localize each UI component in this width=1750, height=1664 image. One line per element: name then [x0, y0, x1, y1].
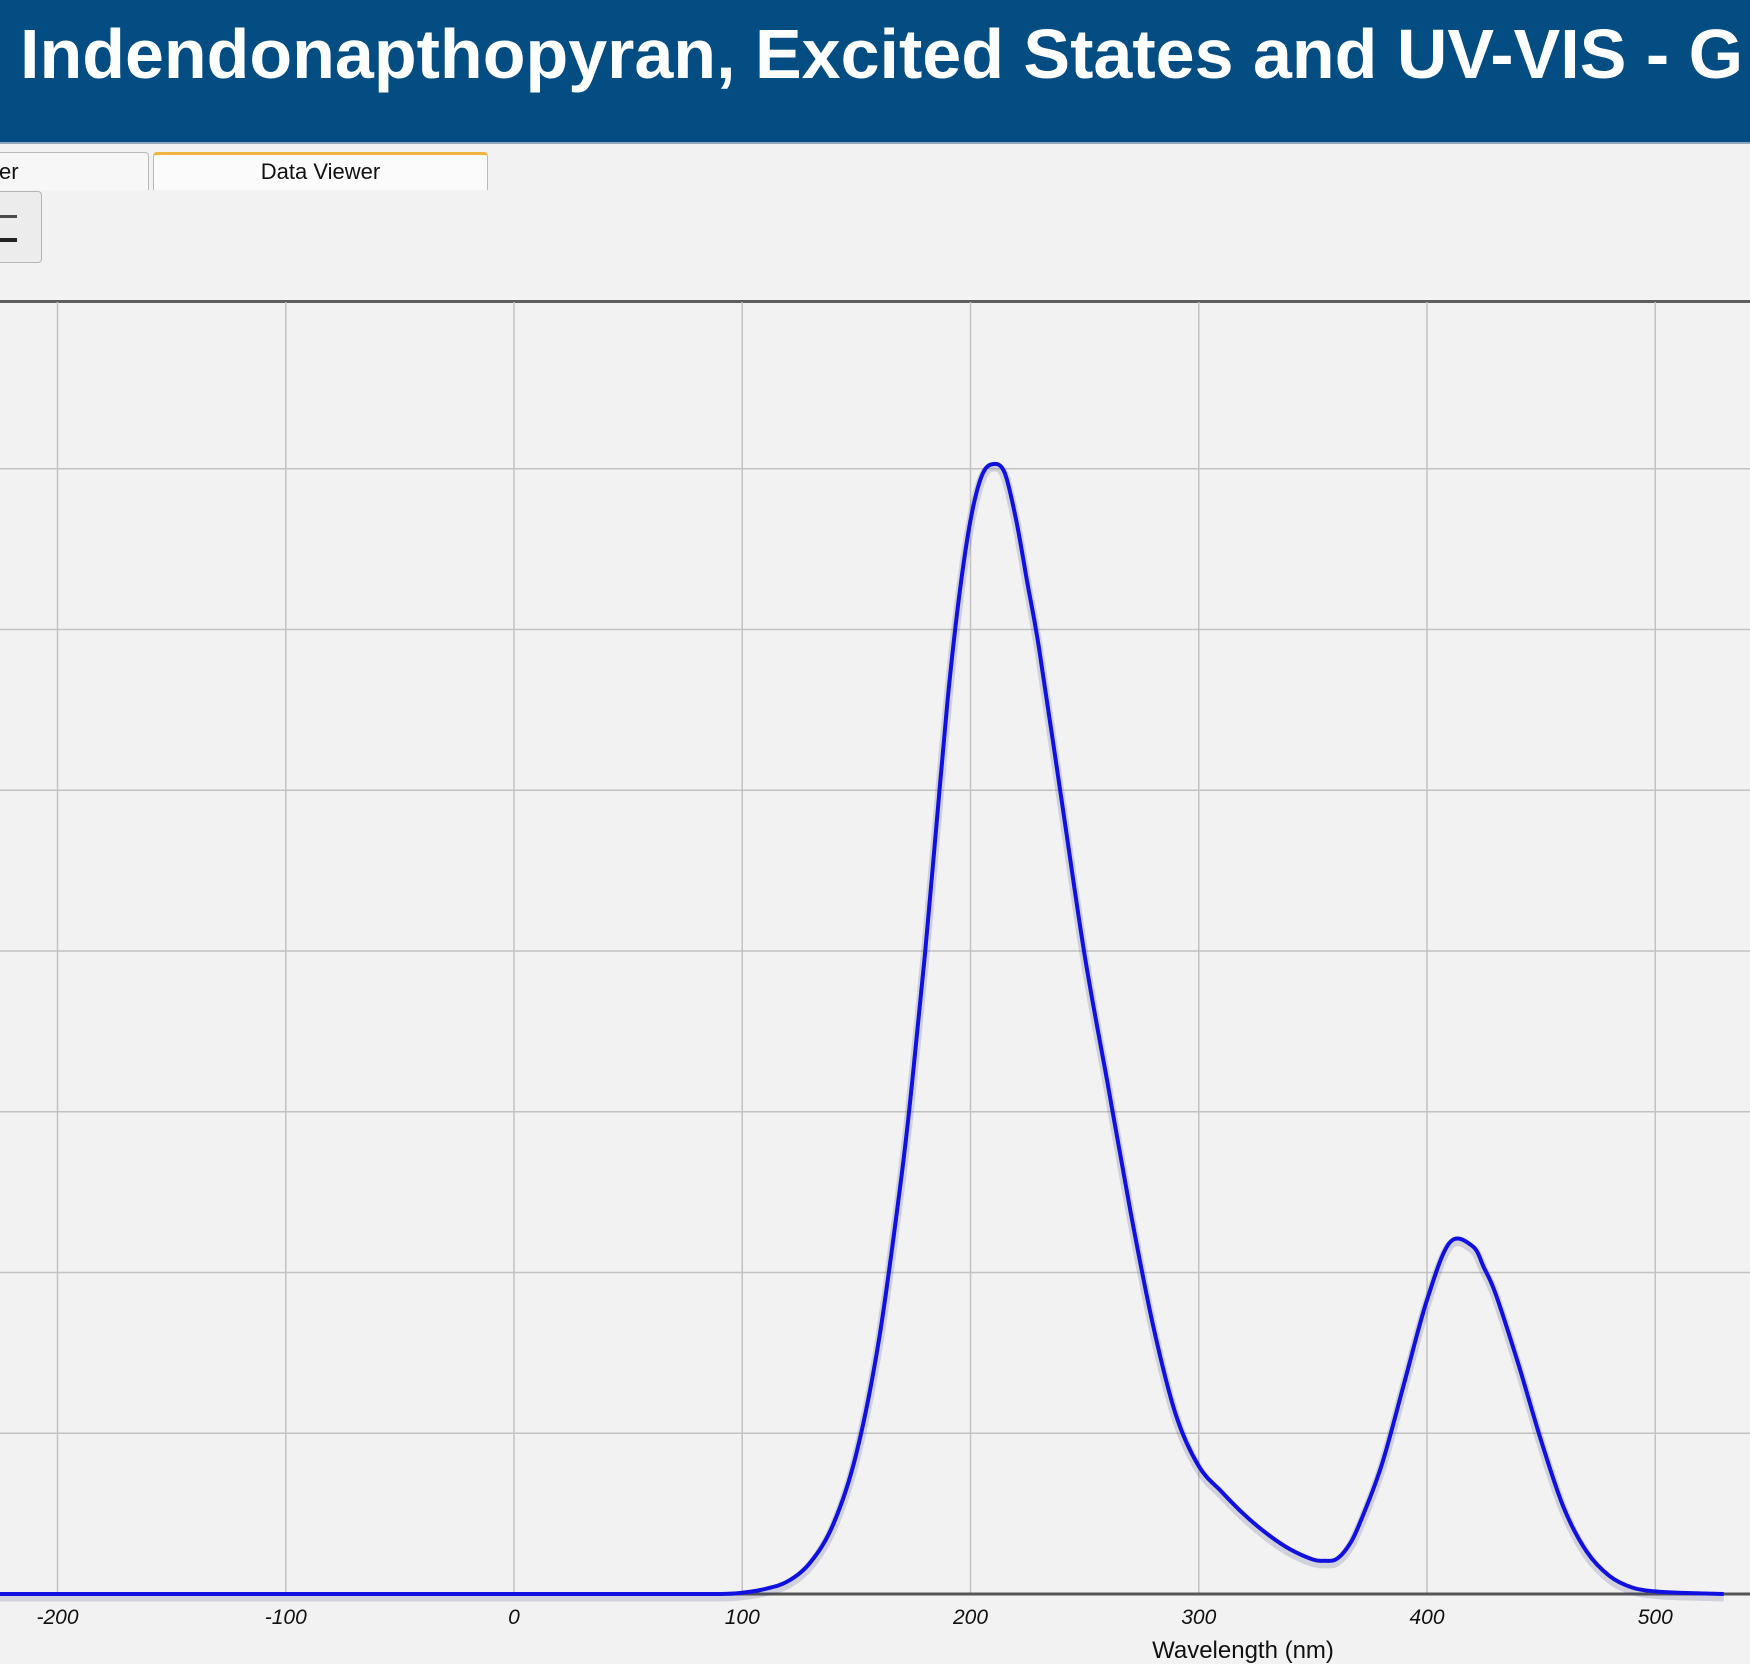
tab-label: Data Viewer: [260, 159, 381, 184]
grid: [0, 302, 1750, 1594]
x-tick-label: 200: [952, 1606, 988, 1629]
spectrum-curve: [0, 461, 1724, 1597]
hamburger-menu-icon: [0, 215, 17, 242]
tab-viewer[interactable]: er: [0, 152, 149, 190]
x-tick-labels: -200 -100 0 100 200 300 400 500: [36, 1606, 1673, 1629]
tab-data-viewer[interactable]: Data Viewer: [153, 152, 488, 190]
page-title: Indendonapthopyran, Excited States and U…: [20, 15, 1744, 93]
plot-top-border: [0, 300, 1750, 303]
x-tick-label: 500: [1638, 1606, 1673, 1629]
x-tick-label: -200: [36, 1606, 78, 1629]
x-tick-label: 300: [1181, 1606, 1216, 1629]
x-tick-label: -100: [265, 1606, 307, 1629]
x-tick-label: 0: [508, 1606, 520, 1629]
title-bar: Indendonapthopyran, Excited States and U…: [0, 0, 1750, 144]
x-tick-label: 400: [1409, 1606, 1444, 1629]
x-axis-label: Wavelength (nm): [1152, 1637, 1334, 1664]
x-tick-label: 100: [725, 1606, 760, 1629]
tab-label: er: [0, 159, 19, 184]
menu-button[interactable]: [0, 191, 42, 263]
